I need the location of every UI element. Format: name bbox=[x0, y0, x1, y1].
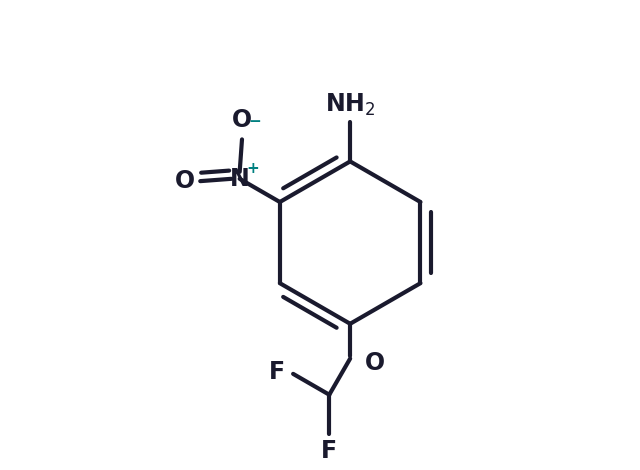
Text: F: F bbox=[269, 360, 285, 384]
Text: F: F bbox=[321, 439, 337, 463]
Text: O: O bbox=[232, 109, 252, 133]
Text: O: O bbox=[365, 351, 385, 375]
Text: +: + bbox=[246, 161, 259, 176]
Text: −: − bbox=[248, 114, 261, 129]
Text: N: N bbox=[230, 167, 250, 191]
Text: NH$_2$: NH$_2$ bbox=[325, 92, 375, 118]
Text: O: O bbox=[175, 169, 195, 193]
